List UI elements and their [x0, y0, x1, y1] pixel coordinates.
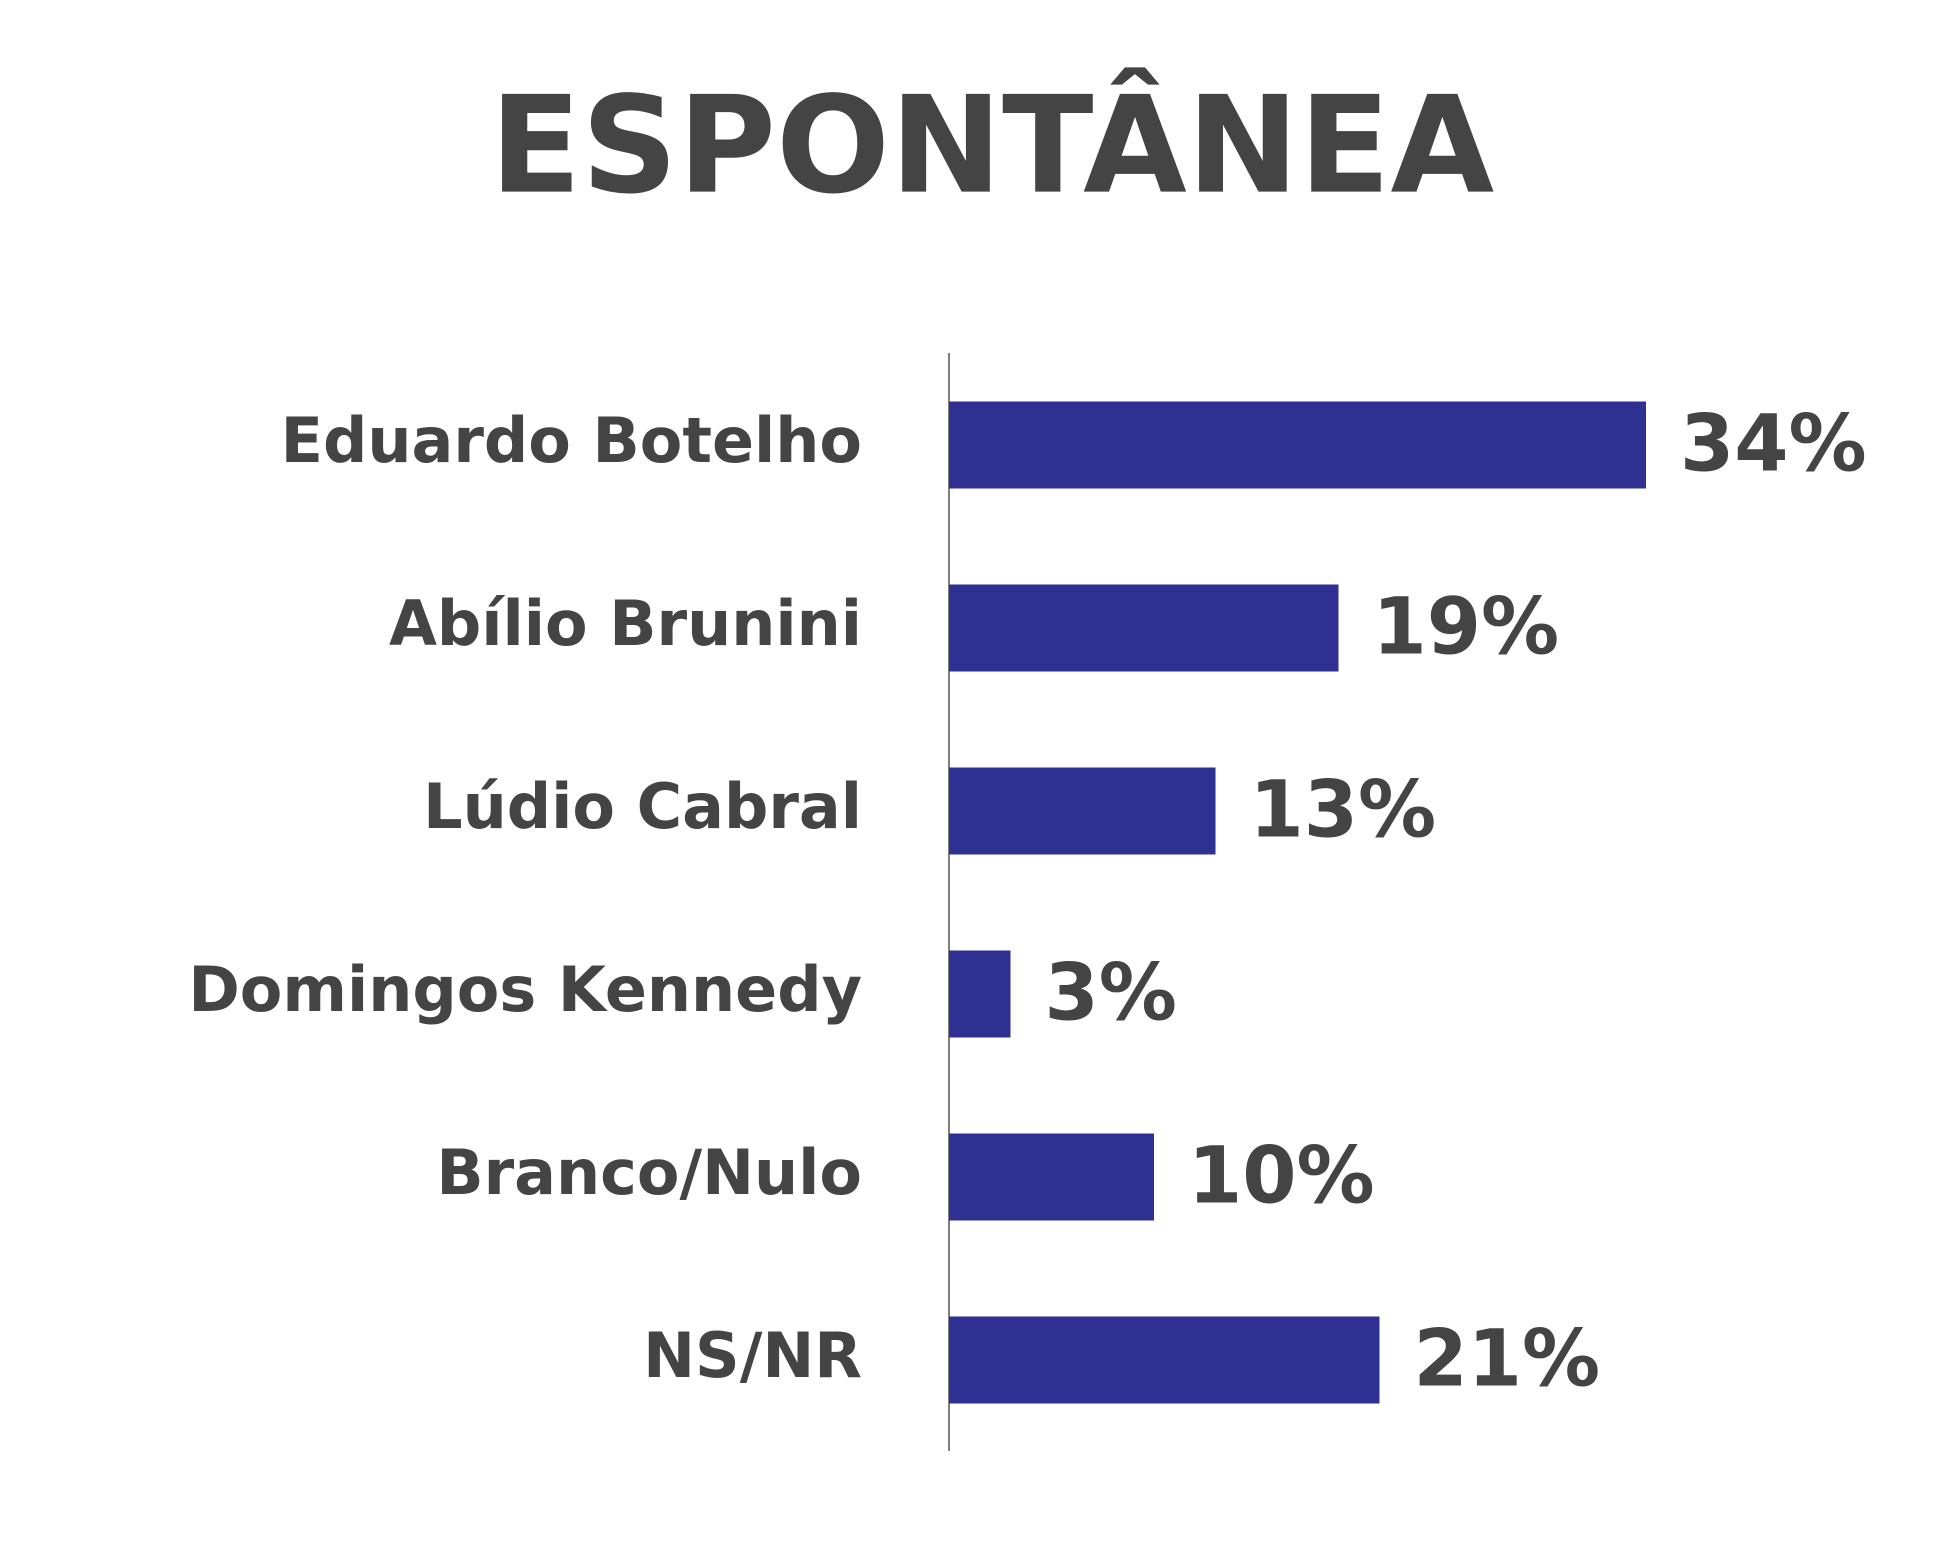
- value-label: 10%: [1188, 1131, 1375, 1221]
- category-label: Lúdio Cabral: [423, 770, 862, 843]
- value-label: 34%: [1680, 399, 1867, 489]
- category-label: NS/NR: [643, 1319, 862, 1392]
- value-label: 19%: [1373, 582, 1560, 672]
- bar: [949, 767, 1216, 855]
- value-label: 13%: [1250, 765, 1437, 855]
- bar: [949, 950, 1011, 1038]
- value-label: 21%: [1414, 1314, 1601, 1404]
- bar: [949, 584, 1339, 672]
- chart-title: ESPONTÂNEA: [490, 67, 1495, 224]
- category-label: Domingos Kennedy: [188, 953, 862, 1026]
- bar: [949, 401, 1646, 489]
- category-label: Eduardo Botelho: [281, 404, 862, 477]
- category-label: Abílio Brunini: [389, 587, 862, 660]
- category-label: Branco/Nulo: [436, 1136, 862, 1209]
- bar: [949, 1316, 1380, 1404]
- bar: [949, 1133, 1154, 1221]
- value-label: 3%: [1045, 948, 1177, 1038]
